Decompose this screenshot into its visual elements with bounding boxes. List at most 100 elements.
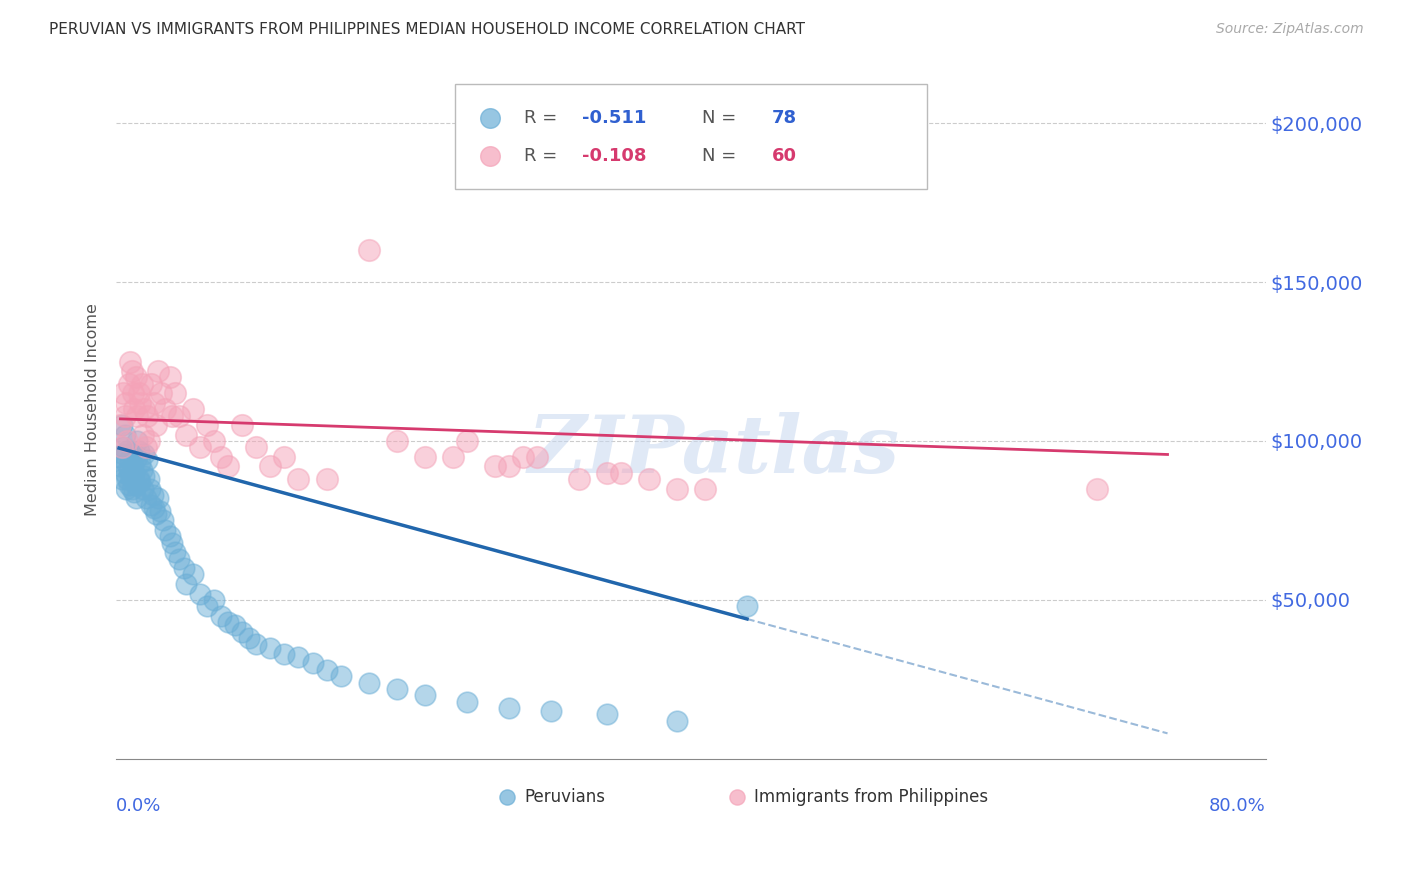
Point	[638, 472, 661, 486]
Point	[142, 488, 165, 502]
Point	[115, 456, 138, 470]
Point	[127, 434, 149, 448]
Point	[159, 529, 181, 543]
Point	[582, 752, 605, 766]
Point	[128, 386, 150, 401]
Point	[120, 354, 142, 368]
Text: -0.108: -0.108	[582, 147, 647, 165]
Point	[112, 440, 135, 454]
Point	[145, 418, 167, 433]
Point	[173, 561, 195, 575]
Point	[117, 443, 139, 458]
Point	[128, 472, 150, 486]
Point	[114, 427, 136, 442]
Text: 0.0%: 0.0%	[117, 797, 162, 815]
Point	[498, 459, 520, 474]
Point	[121, 447, 143, 461]
Point	[122, 472, 145, 486]
Point	[121, 482, 143, 496]
Point	[125, 491, 148, 505]
Text: N =: N =	[703, 109, 742, 127]
Point	[134, 447, 156, 461]
Point	[245, 637, 267, 651]
Point	[124, 484, 146, 499]
Point	[112, 447, 135, 461]
Point	[111, 440, 134, 454]
Point	[125, 370, 148, 384]
Point	[456, 434, 478, 448]
Point	[413, 688, 436, 702]
Point	[141, 498, 163, 512]
Point	[138, 472, 160, 486]
Text: 80.0%: 80.0%	[1209, 797, 1265, 815]
Point	[135, 491, 157, 505]
Point	[120, 453, 142, 467]
Point	[665, 714, 688, 728]
Point	[217, 615, 239, 629]
Point	[115, 396, 138, 410]
Point	[209, 450, 232, 464]
Point	[190, 586, 212, 600]
Point	[114, 409, 136, 423]
Point	[141, 376, 163, 391]
Point	[176, 427, 198, 442]
Point	[132, 427, 155, 442]
Point	[162, 535, 184, 549]
Point	[259, 459, 281, 474]
Point	[862, 752, 884, 766]
Point	[136, 409, 159, 423]
Point	[165, 545, 187, 559]
Point	[385, 434, 408, 448]
Point	[169, 551, 191, 566]
Y-axis label: Median Household Income: Median Household Income	[86, 302, 100, 516]
Point	[259, 640, 281, 655]
Point	[124, 402, 146, 417]
Point	[129, 396, 152, 410]
Point	[413, 450, 436, 464]
Point	[526, 450, 548, 464]
Point	[176, 577, 198, 591]
Point	[148, 364, 170, 378]
Point	[143, 500, 166, 515]
Point	[224, 618, 246, 632]
Point	[132, 482, 155, 496]
Point	[134, 402, 156, 417]
Point	[315, 663, 337, 677]
Point	[273, 647, 295, 661]
Point	[111, 418, 134, 433]
Point	[596, 707, 619, 722]
Point	[385, 681, 408, 696]
Point	[110, 459, 132, 474]
Text: ZIPatlas: ZIPatlas	[527, 412, 900, 490]
Point	[665, 482, 688, 496]
Point	[561, 752, 583, 766]
Text: Source: ZipAtlas.com: Source: ZipAtlas.com	[1216, 22, 1364, 37]
Point	[159, 370, 181, 384]
Point	[152, 513, 174, 527]
Point	[127, 450, 149, 464]
Text: PERUVIAN VS IMMIGRANTS FROM PHILIPPINES MEDIAN HOUSEHOLD INCOME CORRELATION CHAR: PERUVIAN VS IMMIGRANTS FROM PHILIPPINES …	[49, 22, 806, 37]
Point	[561, 752, 583, 766]
Point	[118, 462, 141, 476]
Point	[456, 695, 478, 709]
Point	[128, 443, 150, 458]
Point	[195, 599, 218, 614]
Point	[138, 434, 160, 448]
Point	[183, 567, 205, 582]
Point	[610, 466, 633, 480]
Point	[120, 469, 142, 483]
Point	[162, 409, 184, 423]
Point	[136, 453, 159, 467]
Point	[245, 440, 267, 454]
Point	[315, 472, 337, 486]
Point	[117, 434, 139, 448]
Point	[155, 523, 177, 537]
Point	[135, 440, 157, 454]
Point	[121, 364, 143, 378]
Point	[108, 450, 131, 464]
Point	[131, 376, 153, 391]
Point	[287, 472, 309, 486]
Point	[183, 402, 205, 417]
Point	[209, 608, 232, 623]
Text: 60: 60	[772, 147, 796, 165]
